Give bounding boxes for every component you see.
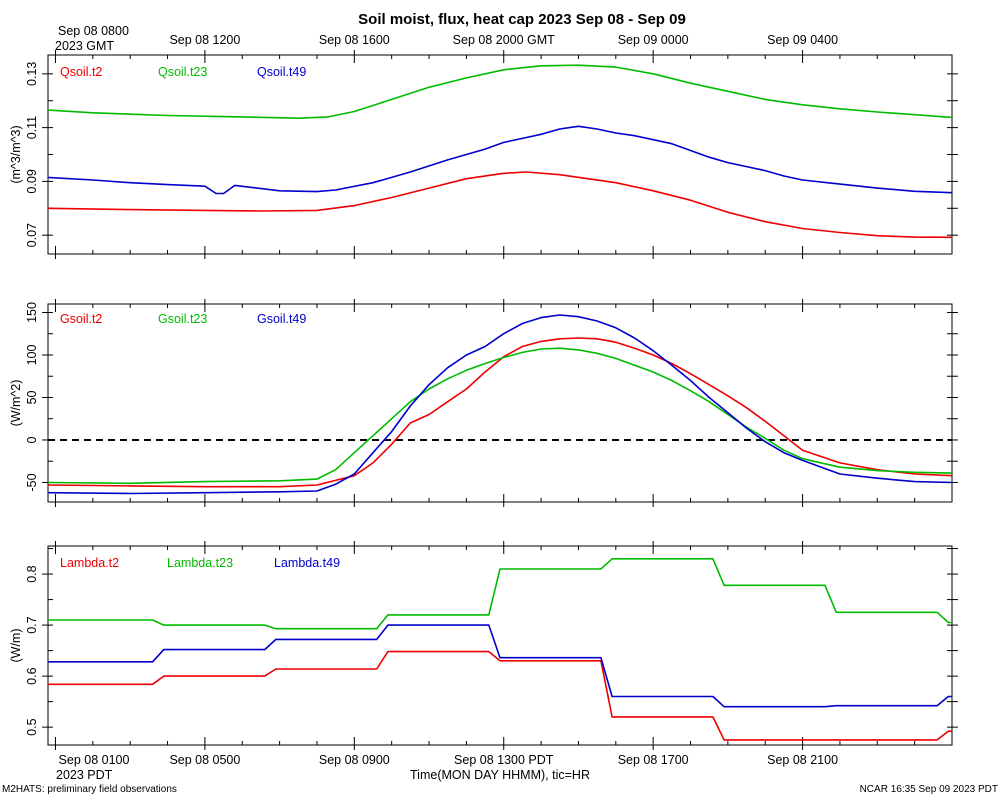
bottom-axis-tick-labels: Sep 08 0100 Sep 08 0500 Sep 08 0900 Sep 08 … bbox=[59, 753, 839, 767]
y-tick-label: 0.7 bbox=[25, 616, 39, 633]
plot-frame bbox=[47, 303, 953, 503]
legend-entry: Qsoil.t23 bbox=[158, 65, 207, 79]
footer-right: NCAR 16:35 Sep 09 2023 PDT bbox=[860, 784, 998, 795]
y-tick-label: 0 bbox=[25, 436, 39, 443]
top-tick-label: Sep 09 0000 bbox=[618, 33, 689, 47]
bottom-tick-label: Sep 08 0100 bbox=[59, 753, 130, 767]
top-tick-label: Sep 09 0400 bbox=[767, 33, 838, 47]
y-tick-label: 0.13 bbox=[25, 62, 39, 86]
series-line-Gsoil.t2 bbox=[47, 337, 953, 488]
chart-title: Soil moist, flux, heat cap 2023 Sep 08 -… bbox=[358, 11, 686, 28]
bottom-tick-label: Sep 08 1700 bbox=[618, 753, 689, 767]
plot-frame bbox=[47, 54, 953, 255]
legend-entry: Lambda.t23 bbox=[167, 556, 233, 570]
top-axis-tick-labels: Sep 08 1200 Sep 08 1600 Sep 08 2000 GMT Sep… bbox=[169, 33, 838, 47]
chart-panels: 0.07 0.09 0.11 0.13 (m^3/m^3) Qsoil.t2 Qsoil.t… bbox=[9, 50, 958, 750]
panel-3: 0.5 0.6 0.7 0.8 (W/m) Lambda.t2 Lambda.t23 Lamb… bbox=[9, 541, 958, 750]
legend-entry: Lambda.t2 bbox=[60, 556, 119, 570]
legend-entry: Lambda.t49 bbox=[274, 556, 340, 570]
y-tick-label: 0.8 bbox=[25, 565, 39, 582]
series-line-Qsoil.t23 bbox=[47, 64, 953, 119]
top-tick-label: Sep 08 1600 bbox=[319, 33, 390, 47]
footer-left: M2HATS: preliminary field observations bbox=[2, 784, 177, 795]
legend-entry: Qsoil.t2 bbox=[60, 65, 102, 79]
bottom-tick-label: Sep 08 2100 bbox=[767, 753, 838, 767]
y-tick-label: 0.11 bbox=[25, 116, 39, 139]
series-line-Gsoil.t49 bbox=[47, 314, 953, 495]
x-axis-label: Time(MON DAY HHMM), tic=HR bbox=[410, 768, 590, 782]
series-line-Gsoil.t23 bbox=[47, 347, 953, 485]
series-line-Lambda.t2 bbox=[48, 650, 952, 741]
series-line-Qsoil.t49 bbox=[47, 125, 953, 195]
y-axis-label: (W/m^2) bbox=[9, 380, 23, 427]
series-line-Lambda.t49 bbox=[48, 624, 952, 708]
y-tick-label: 50 bbox=[25, 390, 39, 404]
y-tick-label: 0.07 bbox=[25, 223, 39, 247]
bottom-axis-sublabel: 2023 PDT bbox=[56, 768, 113, 782]
y-tick-label: 0.5 bbox=[25, 718, 39, 735]
bottom-tick-label: Sep 08 0500 bbox=[169, 753, 240, 767]
panel-1: 0.07 0.09 0.11 0.13 (m^3/m^3) Qsoil.t2 Qsoil.t… bbox=[9, 50, 958, 259]
legend-entry: Gsoil.t2 bbox=[60, 312, 102, 326]
legend-entry: Qsoil.t49 bbox=[257, 65, 306, 79]
legend-entry: Gsoil.t23 bbox=[158, 312, 207, 326]
y-axis-label: (m^3/m^3) bbox=[9, 125, 23, 183]
panel-2: -50 0 50 100 150 (W/m^2) Gsoil.t2 Gsoil.t23 Gsoi… bbox=[9, 299, 958, 507]
y-axis-label: (W/m) bbox=[9, 628, 23, 662]
y-tick-label: 0.6 bbox=[25, 667, 39, 684]
top-tick-label: Sep 08 2000 GMT bbox=[453, 33, 556, 47]
y-tick-label: 100 bbox=[25, 345, 39, 366]
legend-entry: Gsoil.t49 bbox=[257, 312, 306, 326]
bottom-tick-label: Sep 08 1300 PDT bbox=[454, 753, 554, 767]
y-tick-label: -50 bbox=[25, 473, 39, 491]
y-tick-label: 150 bbox=[25, 302, 39, 323]
top-axis-first-label: Sep 08 0800 bbox=[58, 24, 129, 38]
series-line-Lambda.t23 bbox=[48, 558, 952, 630]
plot-frame bbox=[47, 545, 953, 746]
top-axis-first-sublabel: 2023 GMT bbox=[55, 39, 114, 53]
y-tick-label: 0.09 bbox=[25, 169, 39, 193]
bottom-tick-label: Sep 08 0900 bbox=[319, 753, 390, 767]
series-line-Qsoil.t2 bbox=[47, 171, 953, 239]
top-tick-label: Sep 08 1200 bbox=[169, 33, 240, 47]
